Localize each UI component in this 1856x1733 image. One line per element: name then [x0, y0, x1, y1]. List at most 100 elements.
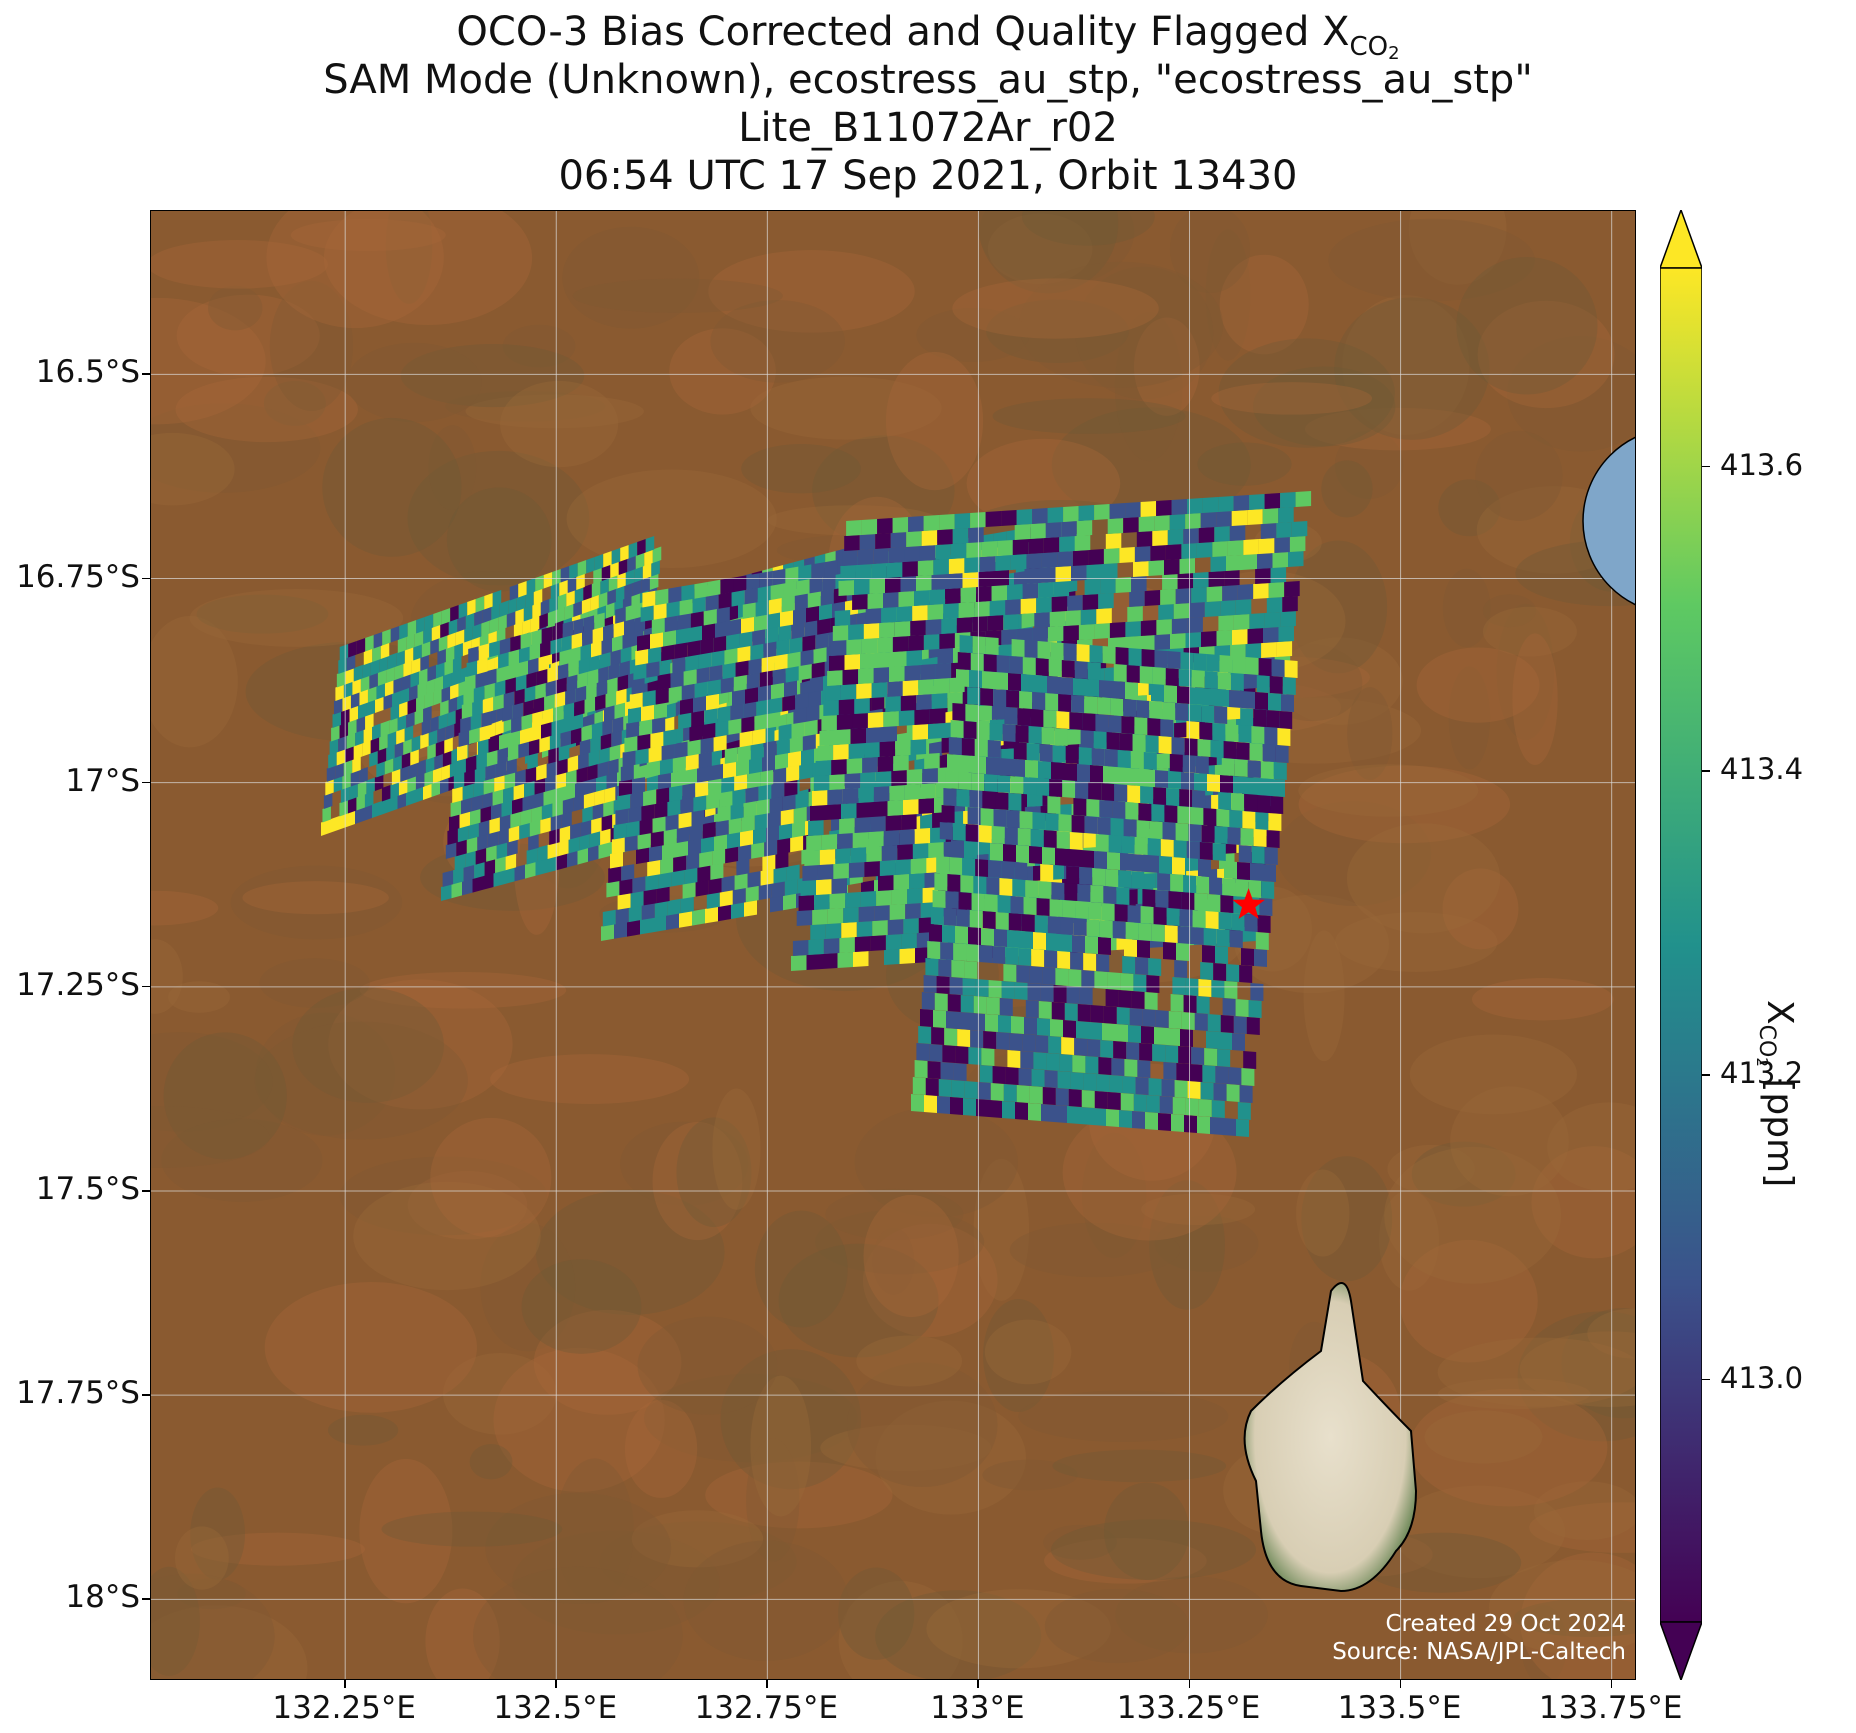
sounding-cell	[993, 809, 1007, 827]
sounding-cell	[858, 787, 874, 803]
sounding-cell	[700, 737, 714, 754]
sounding-cell	[494, 775, 505, 792]
sounding-cell	[570, 646, 581, 663]
sounding-cell	[877, 518, 893, 534]
sounding-cell	[1100, 1040, 1114, 1058]
sounding-cell	[800, 880, 816, 896]
sounding-cell	[990, 843, 1003, 861]
sounding-cell	[474, 861, 485, 879]
sounding-cell	[806, 954, 822, 970]
sounding-cell	[629, 692, 643, 709]
map-plot-area[interactable]	[150, 210, 1636, 1680]
sounding-cell	[719, 790, 733, 808]
lat-tick-label: 16.75°S	[16, 558, 140, 595]
sounding-cell	[611, 730, 622, 747]
sounding-cell	[508, 597, 517, 614]
sounding-cell	[447, 710, 456, 727]
sounding-cell	[1068, 849, 1081, 867]
sounding-cell	[338, 735, 347, 752]
sounding-cell	[1233, 614, 1250, 630]
sounding-cell	[1218, 496, 1234, 512]
sounding-cell	[732, 788, 746, 806]
sounding-cell	[693, 695, 706, 713]
sounding-cell	[498, 828, 509, 845]
sounding-cell	[848, 624, 864, 640]
sounding-cell	[1211, 980, 1225, 998]
sounding-cell	[416, 617, 425, 634]
sounding-cell	[541, 626, 553, 644]
sounding-cell	[733, 674, 747, 692]
sounding-cell	[854, 817, 871, 833]
sounding-cell	[1045, 693, 1059, 711]
sounding-cell	[724, 747, 738, 764]
sounding-cell	[1092, 868, 1106, 886]
sounding-cell	[1157, 873, 1171, 891]
sounding-cell	[489, 617, 499, 634]
sounding-cell	[532, 602, 541, 619]
sounding-cell	[1243, 1051, 1257, 1069]
sounding-cell	[1123, 517, 1139, 533]
sounding-cell	[969, 910, 983, 928]
sounding-cell	[1214, 706, 1228, 724]
sounding-cell	[945, 771, 959, 789]
sounding-cell	[538, 654, 549, 672]
sounding-cell	[513, 783, 525, 801]
sounding-cell	[1214, 826, 1228, 844]
sounding-cell	[827, 789, 843, 805]
sounding-cell	[1004, 707, 1018, 725]
sounding-cell	[1216, 809, 1230, 827]
sounding-cell	[1215, 946, 1228, 964]
sounding-cell	[1016, 845, 1029, 863]
sounding-cell	[376, 683, 385, 700]
sounding-cell	[639, 818, 653, 836]
sounding-cell	[667, 898, 681, 916]
sounding-cell	[1001, 861, 1015, 879]
sounding-cell	[840, 565, 856, 581]
sounding-cell	[1154, 650, 1168, 668]
sounding-cell	[332, 711, 342, 728]
sounding-cell	[747, 771, 761, 789]
sounding-cell	[1020, 931, 1033, 949]
sounding-cell	[1264, 493, 1281, 509]
sounding-cell	[992, 1066, 1006, 1084]
sounding-cell	[800, 679, 811, 697]
sounding-cell	[1162, 702, 1176, 720]
sounding-cell	[767, 612, 780, 629]
sounding-cell	[1147, 838, 1161, 856]
sounding-cell	[997, 540, 1013, 556]
sounding-cell	[1184, 738, 1198, 756]
sounding-cell	[950, 720, 964, 738]
sounding-cell	[1028, 726, 1042, 744]
sounding-cell	[1260, 523, 1277, 539]
sounding-cell	[1107, 1092, 1121, 1110]
sounding-cell	[1187, 498, 1203, 514]
sounding-cell	[991, 704, 1008, 720]
sounding-cell	[624, 618, 635, 635]
sounding-cell	[930, 907, 944, 925]
sounding-cell	[1126, 665, 1140, 683]
sounding-cell	[570, 727, 582, 745]
sounding-cell	[1154, 753, 1171, 769]
sounding-cell	[1125, 682, 1138, 700]
sounding-cell	[1008, 673, 1021, 691]
sounding-cell	[891, 651, 907, 667]
sounding-cell	[438, 713, 448, 730]
sounding-cell	[848, 743, 865, 759]
sounding-cell	[624, 582, 633, 599]
sounding-cell	[605, 691, 617, 708]
sounding-cell	[1185, 1098, 1199, 1116]
sounding-cell	[1076, 1021, 1089, 1039]
sounding-cell	[1133, 1094, 1147, 1112]
sounding-cell	[1202, 1065, 1216, 1083]
lat-tick-mark	[142, 577, 150, 579]
sounding-cell	[610, 851, 623, 869]
sounding-cell	[1016, 965, 1030, 983]
sounding-cell	[1034, 612, 1050, 628]
sounding-cell	[976, 586, 992, 602]
sounding-cell	[338, 813, 347, 830]
sounding-cell	[875, 652, 891, 668]
sounding-cell	[918, 1026, 932, 1044]
sounding-cell	[628, 542, 638, 559]
sounding-cell	[681, 683, 695, 701]
sounding-cell	[557, 593, 567, 610]
